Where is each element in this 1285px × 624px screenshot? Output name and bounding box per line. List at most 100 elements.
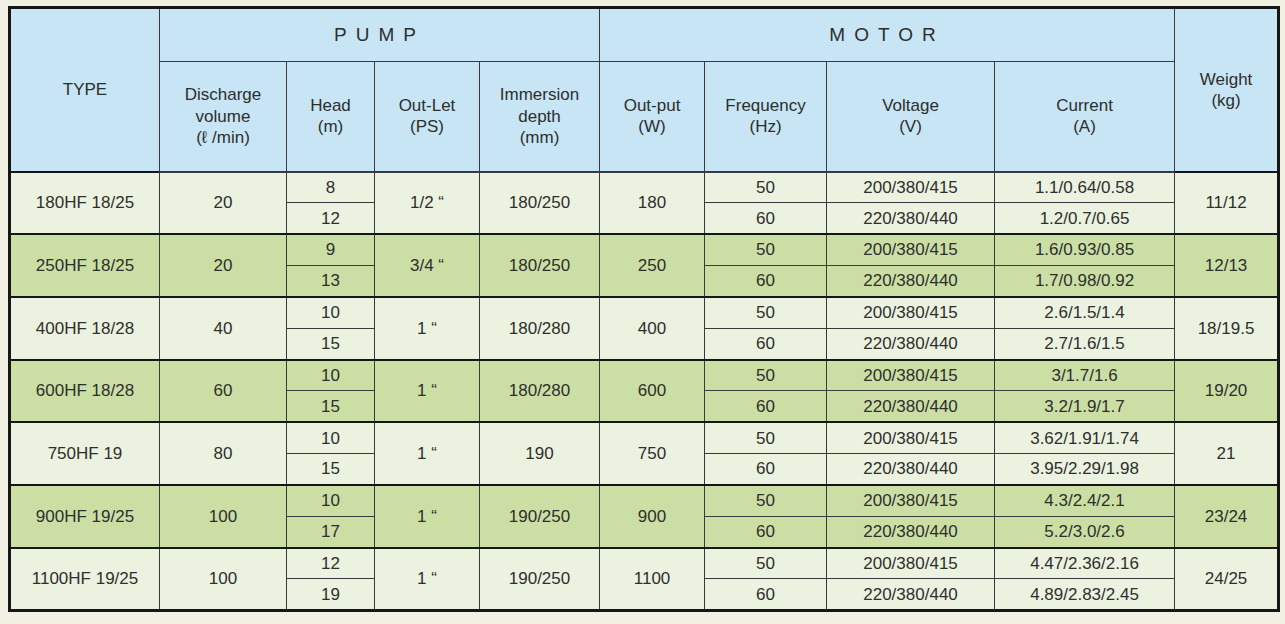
output-label: Out-put — [602, 95, 702, 116]
column-header-weight: Weight (kg) — [1175, 8, 1279, 172]
head-cell: 15 — [287, 328, 375, 359]
frequency-cell: 60 — [705, 454, 827, 485]
immersion-cell: 180/280 — [480, 360, 600, 423]
voltage-cell: 220/380/440 — [827, 454, 995, 485]
frequency-cell: 50 — [705, 297, 827, 328]
table-row: 400HF 18/28 40 10 1 “ 180/280 400 50 200… — [10, 297, 1279, 328]
voltage-cell: 200/380/415 — [827, 485, 995, 516]
head-cell: 17 — [287, 516, 375, 547]
immersion-cell: 180/250 — [480, 172, 600, 235]
head-cell: 10 — [287, 422, 375, 453]
table-row: 750HF 19 80 10 1 “ 190 750 50 200/380/41… — [10, 422, 1279, 453]
output-cell: 600 — [600, 360, 705, 423]
current-cell: 2.6/1.5/1.4 — [995, 297, 1175, 328]
discharge-cell: 60 — [160, 360, 287, 423]
voltage-cell: 200/380/415 — [827, 172, 995, 203]
column-header-output: Out-put (W) — [600, 62, 705, 172]
voltage-cell: 220/380/440 — [827, 203, 995, 234]
frequency-cell: 50 — [705, 360, 827, 391]
current-cell: 4.3/2.4/2.1 — [995, 485, 1175, 516]
voltage-cell: 220/380/440 — [827, 266, 995, 297]
type-cell: 180HF 18/25 — [10, 172, 160, 235]
table-row: 250HF 18/25 20 9 3/4 “ 180/250 250 50 20… — [10, 234, 1279, 265]
current-cell: 1.1/0.64/0.58 — [995, 172, 1175, 203]
discharge-cell: 100 — [160, 485, 287, 548]
output-cell: 1100 — [600, 548, 705, 611]
pump-spec-table: TYPE PUMP MOTOR Weight (kg) Discharge vo… — [8, 6, 1280, 612]
head-cell: 15 — [287, 391, 375, 422]
table-body: 180HF 18/25 20 8 1/2 “ 180/250 180 50 20… — [10, 172, 1279, 611]
frequency-cell: 50 — [705, 422, 827, 453]
outlet-cell: 3/4 “ — [375, 234, 480, 297]
table-row: 600HF 18/28 60 10 1 “ 180/280 600 50 200… — [10, 360, 1279, 391]
voltage-cell: 220/380/440 — [827, 328, 995, 359]
output-cell: 900 — [600, 485, 705, 548]
type-cell: 1100HF 19/25 — [10, 548, 160, 611]
output-cell: 400 — [600, 297, 705, 360]
immersion-label: Immersion depth — [482, 84, 597, 127]
voltage-unit: (V) — [829, 116, 992, 137]
frequency-cell: 60 — [705, 266, 827, 297]
type-cell: 250HF 18/25 — [10, 234, 160, 297]
voltage-cell: 200/380/415 — [827, 360, 995, 391]
current-cell: 1.2/0.7/0.65 — [995, 203, 1175, 234]
head-cell: 19 — [287, 579, 375, 611]
column-header-frequency: Frequency (Hz) — [705, 62, 827, 172]
frequency-cell: 50 — [705, 485, 827, 516]
head-cell: 12 — [287, 548, 375, 579]
column-header-immersion: Immersion depth (mm) — [480, 62, 600, 172]
output-cell: 750 — [600, 422, 705, 485]
table-row: 1100HF 19/25 100 12 1 “ 190/250 1100 50 … — [10, 548, 1279, 579]
motor-group-label: MOTOR — [829, 24, 944, 45]
current-cell: 3.62/1.91/1.74 — [995, 422, 1175, 453]
head-cell: 15 — [287, 454, 375, 485]
frequency-cell: 60 — [705, 203, 827, 234]
current-unit: (A) — [997, 116, 1172, 137]
frequency-label: Frequency — [707, 95, 824, 116]
outlet-cell: 1/2 “ — [375, 172, 480, 235]
head-cell: 10 — [287, 485, 375, 516]
output-unit: (W) — [602, 116, 702, 137]
discharge-label: Discharge volume — [162, 84, 284, 127]
frequency-cell: 60 — [705, 579, 827, 611]
discharge-unit: (ℓ /min) — [162, 127, 284, 148]
type-cell: 600HF 18/28 — [10, 360, 160, 423]
voltage-cell: 200/380/415 — [827, 234, 995, 265]
weight-cell: 11/12 — [1175, 172, 1279, 235]
head-label: Head — [289, 95, 372, 116]
voltage-label: Voltage — [829, 95, 992, 116]
weight-cell: 24/25 — [1175, 548, 1279, 611]
head-cell: 10 — [287, 297, 375, 328]
immersion-cell: 190/250 — [480, 485, 600, 548]
group-header-motor: MOTOR — [600, 8, 1175, 62]
frequency-cell: 60 — [705, 516, 827, 547]
frequency-cell: 50 — [705, 172, 827, 203]
head-cell: 8 — [287, 172, 375, 203]
frequency-cell: 60 — [705, 328, 827, 359]
current-cell: 1.7/0.98/0.92 — [995, 266, 1175, 297]
table-header: TYPE PUMP MOTOR Weight (kg) Discharge vo… — [10, 8, 1279, 172]
outlet-cell: 1 “ — [375, 297, 480, 360]
current-label: Current — [997, 95, 1172, 116]
voltage-cell: 200/380/415 — [827, 548, 995, 579]
immersion-cell: 190 — [480, 422, 600, 485]
head-cell: 12 — [287, 203, 375, 234]
voltage-cell: 220/380/440 — [827, 579, 995, 611]
current-cell: 5.2/3.0/2.6 — [995, 516, 1175, 547]
outlet-cell: 1 “ — [375, 422, 480, 485]
type-cell: 900HF 19/25 — [10, 485, 160, 548]
column-header-type: TYPE — [10, 8, 160, 172]
output-cell: 250 — [600, 234, 705, 297]
table-row: 900HF 19/25 100 10 1 “ 190/250 900 50 20… — [10, 485, 1279, 516]
type-cell: 750HF 19 — [10, 422, 160, 485]
current-cell: 4.47/2.36/2.16 — [995, 548, 1175, 579]
weight-unit: (kg) — [1177, 90, 1275, 111]
immersion-cell: 190/250 — [480, 548, 600, 611]
column-header-current: Current (A) — [995, 62, 1175, 172]
frequency-unit: (Hz) — [707, 116, 824, 137]
head-cell: 10 — [287, 360, 375, 391]
head-cell: 13 — [287, 266, 375, 297]
frequency-cell: 50 — [705, 548, 827, 579]
weight-cell: 21 — [1175, 422, 1279, 485]
table-row: 180HF 18/25 20 8 1/2 “ 180/250 180 50 20… — [10, 172, 1279, 203]
